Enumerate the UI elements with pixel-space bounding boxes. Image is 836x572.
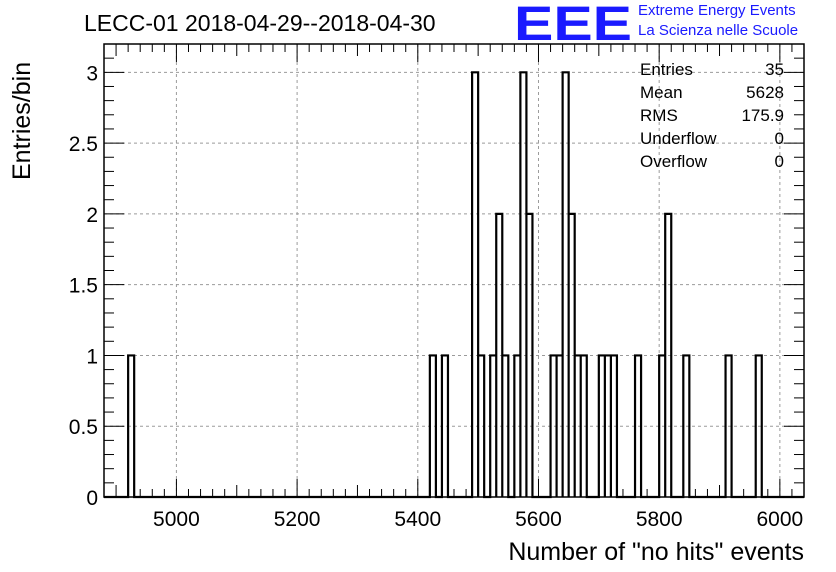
histogram-bin: [496, 214, 502, 497]
histogram-bin: [683, 355, 689, 497]
stats-row-underflow: Underflow 0: [640, 127, 784, 150]
x-axis-label: Number of "no hits" events: [508, 538, 804, 566]
histogram-bin: [520, 72, 526, 497]
chart-title: LECC-01 2018-04-29--2018-04-30: [84, 10, 436, 36]
stats-row-mean: Mean 5628: [640, 81, 784, 104]
histogram-bin: [665, 214, 671, 497]
y-tick-label: 1: [86, 345, 98, 368]
logo-line-1: Extreme Energy Events: [638, 2, 796, 19]
stats-value: 175.9: [741, 106, 784, 125]
histogram-bin: [726, 355, 732, 497]
histogram-bin: [502, 355, 508, 497]
stats-value: 35: [765, 60, 784, 79]
x-tick-label: 5000: [153, 508, 200, 531]
stats-label: Entries: [640, 60, 693, 79]
histogram-bin: [756, 355, 762, 497]
eee-logo-letters: EEE: [514, 0, 632, 44]
histogram-bin: [635, 355, 641, 497]
logo-line-2: La Scienza nelle Scuole: [638, 22, 799, 39]
axis-layer: 5000 5200 5400 5600 5800 6000 0 0.5 1 1.5 2 2.5 3: [69, 43, 804, 531]
stats-value: 5628: [746, 83, 784, 102]
y-tick-label: 1.5: [69, 275, 98, 298]
x-tick-label: 5800: [636, 508, 683, 531]
histogram-bin: [581, 355, 587, 497]
histogram-bin: [599, 355, 605, 497]
y-tick-label: 2: [86, 204, 98, 227]
y-tick-label: 3: [86, 62, 98, 85]
stats-value: 0: [774, 152, 784, 171]
stats-label: Mean: [640, 83, 683, 102]
histogram-bin: [442, 355, 448, 497]
histogram-bin: [478, 355, 484, 497]
histogram-bin: [575, 355, 581, 497]
histogram-bin: [472, 72, 478, 497]
histogram-bin: [563, 72, 569, 497]
x-tick-label: 5400: [394, 508, 441, 531]
stats-label: Underflow: [640, 129, 717, 148]
stats-value: 0: [774, 129, 784, 148]
histogram-bin: [557, 355, 563, 497]
x-tick-label: 5600: [515, 508, 562, 531]
y-tick-label: 0: [86, 487, 98, 510]
stats-row-entries: Entries 35: [640, 58, 784, 81]
stats-box: Entries 35 Mean 5628 RMS 175.9 Underflow…: [640, 58, 784, 173]
histogram-bin: [551, 355, 557, 497]
histogram-bin: [659, 355, 665, 497]
stats-label: Overflow: [640, 152, 708, 171]
y-tick-label: 0.5: [69, 416, 98, 439]
histogram-bin: [611, 355, 617, 497]
y-axis-label: Entries/bin: [8, 61, 36, 180]
eee-logo: EEE: [514, 0, 632, 44]
stats-row-rms: RMS 175.9: [640, 104, 784, 127]
histogram-bin: [569, 214, 575, 497]
stats-row-overflow: Overflow 0: [640, 150, 784, 173]
x-tick-label: 6000: [757, 508, 804, 531]
grid-layer: [104, 44, 804, 497]
histogram-bin: [526, 214, 532, 497]
x-tick-label: 5200: [274, 508, 321, 531]
histogram-bin: [605, 355, 611, 497]
histogram-bin: [128, 355, 134, 497]
histogram-bin: [430, 355, 436, 497]
stats-label: RMS: [640, 106, 678, 125]
histogram-bin: [490, 355, 496, 497]
y-tick-label: 2.5: [69, 133, 98, 156]
histogram-bin: [514, 355, 520, 497]
